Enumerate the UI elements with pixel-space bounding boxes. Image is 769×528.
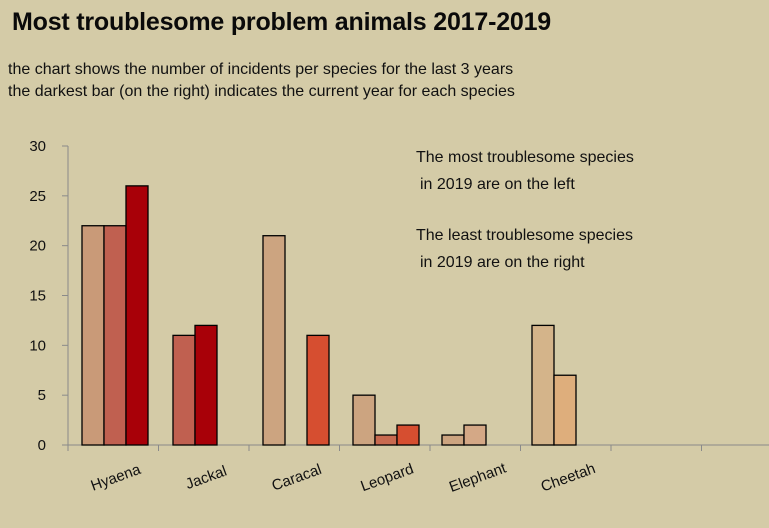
bar-leopard-3 [396, 424, 420, 446]
annotation-line-1: The most troublesome species [416, 149, 634, 166]
bar-elephant-1 [441, 434, 465, 446]
y-tick-label: 25 [29, 188, 46, 205]
bar-hyaena-3 [125, 185, 149, 446]
y-tick-label: 15 [29, 288, 46, 305]
bar-leopard-1 [352, 394, 376, 446]
x-category-label: Hyaena [89, 461, 144, 495]
y-tick-label: 10 [29, 337, 46, 354]
bar-leopard-2 [374, 434, 398, 446]
bar-jackal-1 [172, 334, 196, 446]
bar-caracal-2 [306, 334, 330, 446]
y-tick-label: 0 [38, 437, 46, 454]
chart-title: Most troublesome problem animals 2017-20… [12, 8, 552, 36]
subtitle-line-2: the darkest bar (on the right) indicates… [8, 83, 515, 100]
bar-cheetah-2 [553, 374, 577, 446]
bar-hyaena-2 [103, 225, 127, 446]
x-category-label: Elephant [447, 459, 509, 496]
bar-cheetah-1 [531, 324, 555, 446]
subtitle-line-1: the chart shows the number of incidents … [8, 61, 514, 78]
bar-hyaena-1 [81, 225, 105, 446]
annotation-line-2: in 2019 are on the left [420, 176, 575, 193]
y-tick-label: 20 [29, 238, 46, 255]
chart-axes [62, 145, 769, 451]
chart-bars [81, 185, 577, 446]
bar-elephant-2 [463, 424, 487, 446]
x-category-label: Jackal [183, 463, 229, 494]
bar-caracal-1 [262, 235, 286, 446]
x-category-label: Caracal [270, 461, 324, 495]
y-tick-label: 30 [29, 138, 46, 155]
x-category-label: Leopard [358, 460, 416, 495]
x-category-label: Cheetah [539, 460, 598, 495]
annotation-line-3: The least troublesome species [416, 227, 633, 244]
bar-jackal-2 [194, 324, 218, 446]
annotation-line-4: in 2019 are on the right [420, 254, 585, 271]
y-tick-label: 5 [38, 387, 46, 404]
